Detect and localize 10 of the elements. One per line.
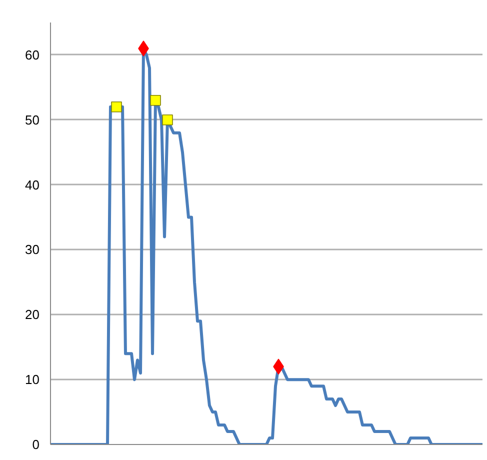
y-tick-label: 50 — [25, 112, 40, 128]
y-tick-label: 10 — [25, 372, 40, 388]
point — [162, 114, 173, 126]
y-tick-label: 40 — [25, 177, 40, 192]
y-tick-label: 30 — [25, 242, 40, 258]
point — [150, 95, 161, 106]
y-tick-label: 0 — [32, 437, 40, 452]
y-tick-label: 20 — [25, 307, 40, 322]
point — [111, 102, 122, 112]
y-tick-label: 60 — [25, 47, 40, 62]
